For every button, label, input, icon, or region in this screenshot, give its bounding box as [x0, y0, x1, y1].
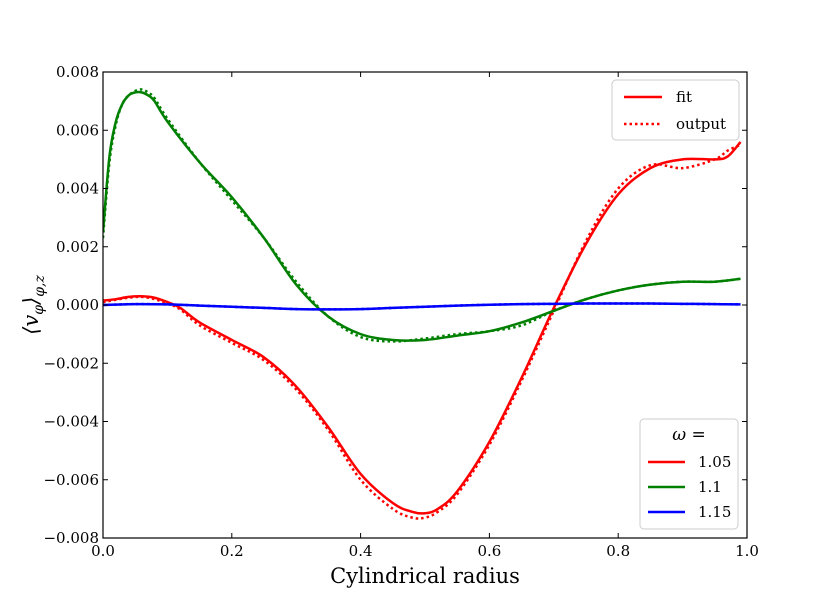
legend-output-label: output — [676, 115, 726, 133]
legend-omega-115-label: 1.15 — [698, 503, 731, 521]
series-line-1-1-output — [103, 88, 741, 343]
x-tick-label: 0.6 — [477, 542, 501, 560]
x-tick-label: 1.0 — [735, 542, 759, 560]
legend-omega-11-label: 1.1 — [698, 478, 722, 496]
series-line-1-05-fit — [103, 141, 742, 515]
y-tick-label: −0.008 — [43, 529, 99, 547]
y-tick-label: −0.006 — [43, 471, 99, 489]
x-tick-label: 0.2 — [220, 542, 244, 560]
legend-fit-label: fit — [676, 88, 692, 106]
omega-legend: ω = 1.05 1.1 1.15 — [639, 418, 739, 530]
y-label-base: ⟨v — [19, 315, 43, 335]
y-axis: −0.008 −0.006 −0.004 −0.002 0.000 0.002 0.004 0… — [43, 63, 747, 547]
y-axis-label: ⟨vφ⟩φ,z — [19, 275, 48, 335]
y-tick-label: 0.002 — [56, 238, 99, 256]
y-tick-label: 0.006 — [56, 121, 99, 139]
legend-omega-105-label: 1.05 — [698, 453, 731, 471]
x-tick-label: 0.0 — [91, 542, 115, 560]
omega-legend-box — [639, 418, 739, 530]
y-label-sub-phi: φ — [31, 305, 47, 315]
y-tick-label: 0.000 — [56, 296, 99, 314]
y-label-close: ⟩ — [19, 297, 43, 306]
y-tick-label: −0.004 — [43, 413, 99, 431]
x-tick-label: 0.4 — [349, 542, 373, 560]
series-line-1-05-output — [103, 143, 742, 520]
x-axis: 0.0 0.2 0.4 0.6 0.8 1.0 — [91, 72, 759, 560]
y-label-sub-outer: φ,z — [32, 275, 48, 297]
series-line-1-15-output — [103, 302, 741, 311]
y-tick-label: −0.002 — [43, 354, 99, 372]
style-legend: fit output — [611, 79, 740, 141]
x-tick-label: 0.8 — [606, 542, 630, 560]
omega-legend-title: ω = — [672, 425, 706, 445]
style-legend-box — [611, 79, 740, 141]
series-layer — [103, 88, 742, 520]
svg-text:⟨vφ⟩φ,z: ⟨vφ⟩φ,z — [19, 275, 48, 335]
y-tick-label: 0.008 — [56, 63, 99, 81]
x-axis-label: Cylindrical radius — [330, 564, 520, 588]
y-tick-label: 0.004 — [56, 180, 99, 198]
